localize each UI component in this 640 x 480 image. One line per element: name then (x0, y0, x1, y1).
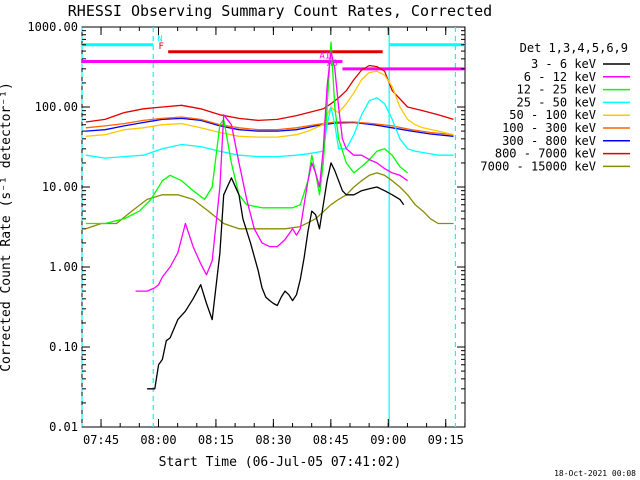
legend-label-4: 50 - 100 keV (509, 108, 596, 122)
plot-frame (81, 26, 466, 428)
legend-label-7: 800 - 7000 keV (495, 147, 596, 161)
legend-label-8: 7000 - 15000 keV (480, 159, 596, 173)
legend-label-0: 3 - 6 keV (531, 57, 596, 71)
annotation-label-4: N (157, 35, 162, 45)
x-tick-label-1: 08:00 (140, 433, 176, 447)
series-line-6 (85, 117, 454, 137)
legend-title: Det 1,3,4,5,6,9 (520, 41, 628, 55)
x-axis: 07:45 08:00 08:15 08:30 08:45 09:00 09:15 (83, 27, 466, 447)
x-tick-label-4: 08:45 (313, 433, 349, 447)
y-axis-label: Corrected Count Rate (s⁻¹ detector⁻¹) (0, 82, 14, 372)
annotation-label-8: A1 (319, 52, 330, 62)
series-line-7 (85, 64, 454, 123)
annotation-label-6: F (158, 42, 163, 52)
x-tick-label-6: 09:15 (428, 433, 464, 447)
series-line-5 (85, 116, 454, 136)
y-tick-label-1: 100.00 (35, 100, 78, 114)
series-line-8 (85, 172, 454, 230)
y-tick-label-2: 10.00 (42, 180, 78, 194)
series-layer (85, 41, 454, 390)
x-tick-label-3: 08:30 (255, 433, 291, 447)
x-tick-label-5: 09:00 (370, 433, 406, 447)
y-tick-label-0: 1000.00 (27, 20, 78, 34)
series-line-3 (85, 97, 454, 159)
legend-label-3: 25 - 50 keV (517, 95, 596, 109)
x-tick-label-0: 07:45 (83, 433, 119, 447)
y-tick-label-5: 0.01 (49, 420, 78, 434)
x-tick-label-2: 08:15 (198, 433, 234, 447)
x-axis-label: Start Time (06-Jul-05 07:41:02) (159, 455, 402, 470)
legend-label-1: 6 - 12 keV (524, 70, 596, 84)
series-line-2 (85, 41, 409, 225)
series-line-0 (147, 162, 405, 390)
series-line-4 (85, 70, 454, 138)
y-tick-label-4: 0.10 (49, 340, 78, 354)
footer-date: 18-Oct-2021 00:08 (554, 469, 636, 478)
legend-label-5: 100 - 300 keV (502, 121, 596, 135)
y-axis: 1000.00 100.00 10.00 1.00 0.10 0.01 (27, 20, 465, 434)
legend-label-2: 12 - 25 keV (517, 83, 596, 97)
y-tick-label-3: 1.00 (49, 260, 78, 274)
series-line-1 (135, 50, 408, 292)
chart-title: RHESSI Observing Summary Count Rates, Co… (68, 2, 492, 20)
legend-label-6: 300 - 800 keV (502, 134, 596, 148)
